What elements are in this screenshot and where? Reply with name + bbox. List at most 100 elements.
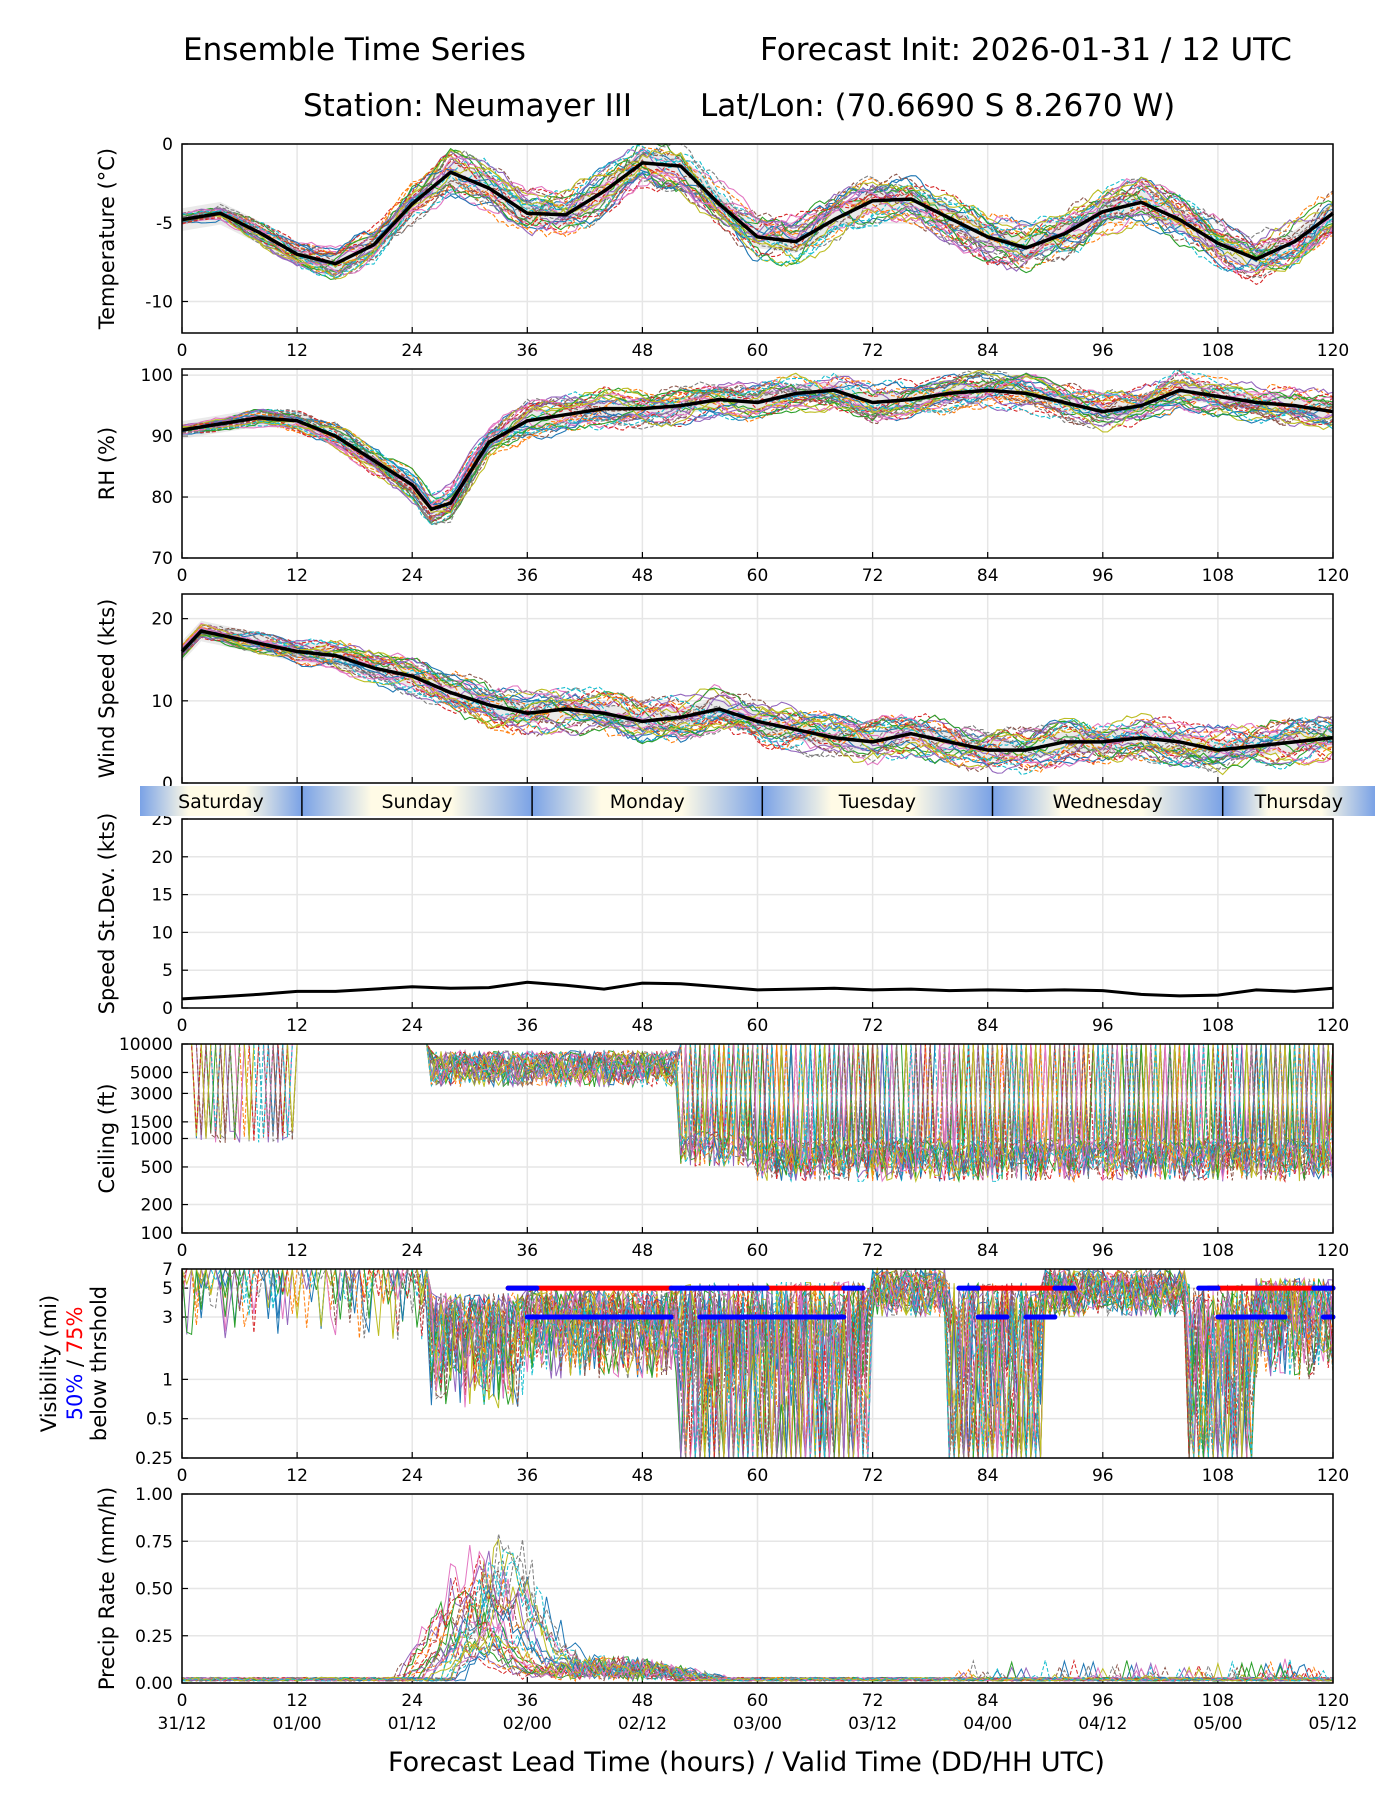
x-tick-label: 120 xyxy=(1317,1691,1349,1711)
member-line xyxy=(181,160,1334,281)
valid-time-label: 02/12 xyxy=(618,1714,667,1734)
member-line xyxy=(182,372,1334,501)
member-line xyxy=(181,159,1334,271)
percent-separator: / xyxy=(63,1353,87,1373)
member-line xyxy=(181,370,1334,526)
y-axis-label: Ceiling (ft) xyxy=(95,1083,119,1193)
y-axis-label: Precip Rate (mm/h) xyxy=(95,1487,119,1690)
valid-time-label: 05/00 xyxy=(1193,1714,1242,1734)
y-tick-label: -5 xyxy=(156,214,173,234)
day-label: Thursday xyxy=(1254,791,1343,813)
member-line xyxy=(182,1268,1334,1459)
x-tick-label: 60 xyxy=(747,566,769,586)
x-tick-label: 108 xyxy=(1202,1691,1234,1711)
x-axis-label: Forecast Lead Time (hours) / Valid Time … xyxy=(388,1747,1105,1778)
panel-frame xyxy=(181,593,1334,784)
valid-time-label: 03/00 xyxy=(733,1714,782,1734)
x-tick-label: 72 xyxy=(862,1241,884,1261)
x-tick-label: 60 xyxy=(747,1016,769,1036)
y-tick-label: 100 xyxy=(141,366,173,386)
y-tick-label: 0.25 xyxy=(135,1449,173,1469)
x-tick-label: 48 xyxy=(632,1691,654,1711)
member-line xyxy=(181,155,1334,276)
day-band xyxy=(140,786,302,816)
y-tick-label: 0 xyxy=(162,999,173,1019)
x-tick-label: 120 xyxy=(1317,1016,1349,1036)
x-tick-label: 84 xyxy=(977,1016,999,1036)
y-tick-label: 1.00 xyxy=(135,1485,173,1505)
x-tick-label: 36 xyxy=(516,1466,538,1486)
x-tick-label: 0 xyxy=(177,1016,188,1036)
x-tick-label: 96 xyxy=(1092,1016,1114,1036)
ensemble-mean-line xyxy=(181,161,1335,266)
x-tick-label: 48 xyxy=(632,1241,654,1261)
member-line xyxy=(181,143,1334,277)
y-tick-label: 10000 xyxy=(119,1035,173,1055)
x-tick-label: 48 xyxy=(632,341,654,361)
member-line xyxy=(181,631,1334,773)
x-tick-label: 36 xyxy=(516,341,538,361)
member-line xyxy=(182,1267,1334,1459)
panel-frame xyxy=(181,1268,1334,1459)
y-tick-label: 100 xyxy=(141,1224,173,1244)
x-tick-label: 24 xyxy=(401,1016,423,1036)
valid-time-label: 05/12 xyxy=(1309,1714,1358,1734)
member-line xyxy=(181,154,1334,280)
valid-time-label: 01/00 xyxy=(273,1714,322,1734)
member-line xyxy=(182,1043,1334,1180)
y-tick-label: 80 xyxy=(151,488,173,508)
y-tick-label: 3 xyxy=(162,1308,173,1328)
x-tick-label: 60 xyxy=(747,1691,769,1711)
x-tick-label: 48 xyxy=(632,1466,654,1486)
member-line xyxy=(181,374,1334,509)
ensemble-mean-line xyxy=(181,388,1334,511)
member-line xyxy=(181,1560,1334,1682)
x-tick-label: 108 xyxy=(1202,1466,1234,1486)
x-tick-label: 72 xyxy=(862,341,884,361)
member-line xyxy=(181,1635,1334,1682)
y-tick-label: 20 xyxy=(151,848,173,868)
x-tick-label: 12 xyxy=(286,1241,308,1261)
y-tick-label: 10 xyxy=(151,923,173,943)
valid-time-label: 02/00 xyxy=(503,1714,552,1734)
day-band xyxy=(762,786,993,816)
day-strip: Saturday Sunday Monday Tuesday Wednesday Thur… xyxy=(140,786,1375,816)
y-axis-label: Visibility (mi) xyxy=(37,1295,61,1432)
x-tick-label: 60 xyxy=(747,341,769,361)
y-tick-label: 0.25 xyxy=(135,1627,173,1647)
figure-title: Ensemble Time Series xyxy=(183,32,526,68)
x-tick-label: 96 xyxy=(1092,566,1114,586)
day-band xyxy=(532,786,763,816)
member-line xyxy=(181,624,1334,772)
day-label: Monday xyxy=(610,791,685,813)
panel-wind_speed: 0102001224364860728496108120Wind Speed (… xyxy=(95,594,1349,811)
y-tick-label: 90 xyxy=(151,427,173,447)
valid-time-label: 04/12 xyxy=(1078,1714,1127,1734)
y-tick-label: 3000 xyxy=(130,1084,173,1104)
y-tick-label: 7 xyxy=(162,1260,173,1280)
panel-frame xyxy=(181,368,1334,559)
y-tick-label: 1500 xyxy=(130,1113,173,1133)
member-line xyxy=(181,636,1334,770)
y-tick-label: 200 xyxy=(141,1196,173,1216)
member-line xyxy=(181,369,1334,522)
y-tick-label: 1000 xyxy=(130,1130,173,1150)
forecast-init: Forecast Init: 2026-01-31 / 12 UTC xyxy=(760,32,1292,68)
member-line xyxy=(181,631,1333,765)
x-tick-label: 12 xyxy=(286,1691,308,1711)
y-tick-label: 5 xyxy=(162,1279,173,1299)
x-tick-label: 108 xyxy=(1202,341,1234,361)
day-label: Wednesday xyxy=(1053,791,1163,813)
x-tick-label: 48 xyxy=(632,566,654,586)
y-tick-label: 0.75 xyxy=(135,1532,173,1552)
y-tick-label: -10 xyxy=(145,293,173,313)
x-tick-label: 12 xyxy=(286,1466,308,1486)
x-tick-label: 96 xyxy=(1092,1691,1114,1711)
x-tick-label: 12 xyxy=(286,566,308,586)
member-line xyxy=(181,380,1334,522)
valid-time-label: 01/12 xyxy=(388,1714,437,1734)
y-axis-label: Speed St.Dev. (kts) xyxy=(95,813,119,1015)
member-line xyxy=(181,154,1334,263)
x-tick-label: 72 xyxy=(862,566,884,586)
